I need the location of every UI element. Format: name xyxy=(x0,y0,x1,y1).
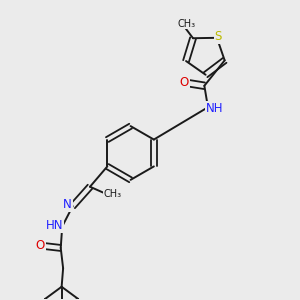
Text: O: O xyxy=(180,76,189,89)
Text: HN: HN xyxy=(45,219,63,232)
Text: O: O xyxy=(35,239,45,252)
Text: S: S xyxy=(215,30,222,43)
Text: CH₃: CH₃ xyxy=(103,189,122,199)
Text: N: N xyxy=(63,198,72,212)
Text: NH: NH xyxy=(206,102,223,115)
Text: CH₃: CH₃ xyxy=(178,19,196,28)
